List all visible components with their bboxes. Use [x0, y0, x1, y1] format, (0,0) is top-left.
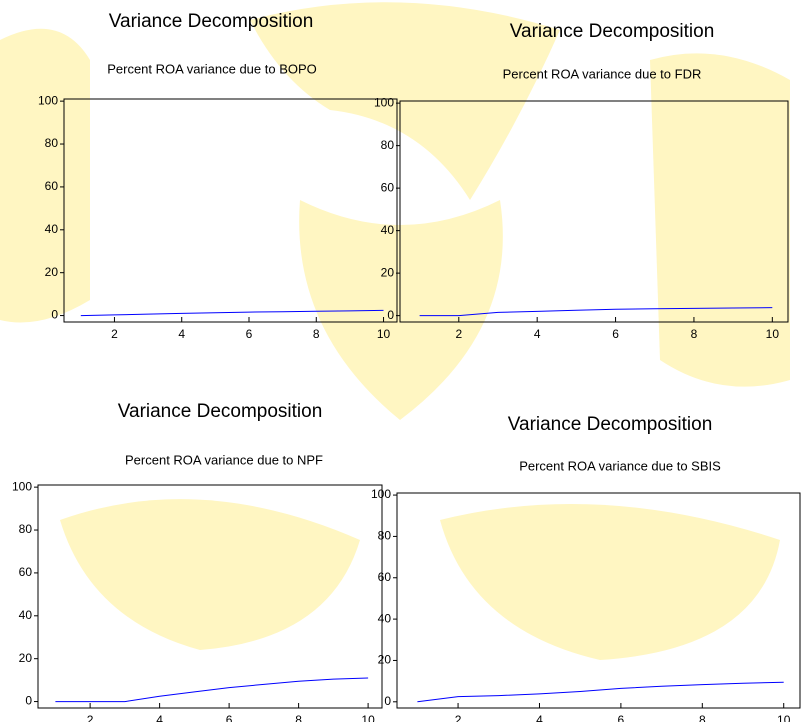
x-tick-label: 6 [618, 713, 625, 722]
y-tick-label: 20 [45, 265, 59, 279]
y-tick-label: 60 [19, 565, 33, 579]
x-tick-label: 10 [377, 327, 391, 341]
x-tick-label: 4 [156, 713, 163, 722]
y-tick-label: 80 [19, 522, 33, 536]
y-tick-label: 0 [384, 694, 391, 708]
x-tick-label: 2 [111, 327, 118, 341]
x-tick-label: 8 [313, 327, 320, 341]
x-tick-label: 2 [455, 713, 462, 722]
data-line [55, 677, 369, 703]
chart-subtitle: Percent ROA variance due to FDR [503, 66, 702, 81]
data-line [419, 307, 773, 317]
x-tick-label: 8 [691, 327, 698, 341]
y-tick-label: 100 [38, 93, 58, 107]
x-tick-label: 6 [226, 713, 233, 722]
x-tick-label: 2 [455, 327, 462, 341]
data-line [80, 309, 384, 317]
y-tick-label: 80 [45, 136, 59, 150]
data-line [417, 681, 784, 703]
y-tick-label: 60 [45, 179, 59, 193]
x-tick-label: 4 [178, 327, 185, 341]
chart-title: Variance Decomposition [109, 11, 314, 32]
x-tick-label: 6 [612, 327, 619, 341]
y-tick-label: 80 [381, 138, 395, 152]
y-tick-label: 40 [45, 222, 59, 236]
plot-frame [396, 492, 801, 709]
y-tick-label: 100 [371, 487, 391, 501]
plot-frame [399, 100, 789, 323]
x-tick-label: 10 [361, 713, 375, 722]
y-tick-label: 20 [378, 653, 392, 667]
y-tick-label: 40 [19, 608, 33, 622]
y-tick-label: 40 [378, 611, 392, 625]
watermark [0, 2, 790, 660]
x-tick-label: 8 [699, 713, 706, 722]
plot-frame [63, 98, 398, 323]
y-tick-label: 80 [378, 529, 392, 543]
y-tick-label: 40 [381, 223, 395, 237]
y-tick-label: 100 [374, 95, 394, 109]
x-tick-label: 2 [87, 713, 94, 722]
y-tick-label: 20 [381, 265, 395, 279]
y-tick-label: 20 [19, 651, 33, 665]
chart: Variance Decomposition Percent ROA varian… [374, 21, 789, 341]
x-tick-label: 8 [295, 713, 302, 722]
x-tick-label: 4 [534, 327, 541, 341]
y-tick-label: 60 [381, 180, 395, 194]
chart-title: Variance Decomposition [510, 21, 715, 42]
chart: Variance Decomposition Percent ROA varian… [38, 11, 398, 341]
plot-frame [37, 484, 383, 709]
y-tick-label: 0 [51, 308, 58, 322]
chart-subtitle: Percent ROA variance due to NPF [125, 452, 323, 467]
x-tick-label: 10 [766, 327, 780, 341]
chart-title: Variance Decomposition [118, 401, 323, 422]
chart: Variance Decomposition Percent ROA varian… [12, 401, 383, 722]
y-tick-label: 100 [12, 479, 32, 493]
y-tick-label: 0 [387, 308, 394, 322]
chart: Variance Decomposition Percent ROA varian… [371, 414, 801, 722]
x-tick-label: 6 [246, 327, 253, 341]
x-tick-label: 4 [536, 713, 543, 722]
chart-subtitle: Percent ROA variance due to BOPO [107, 61, 317, 76]
y-tick-label: 60 [378, 570, 392, 584]
x-tick-label: 10 [777, 713, 791, 722]
chart-subtitle: Percent ROA variance due to SBIS [519, 458, 721, 473]
y-tick-label: 0 [25, 694, 32, 708]
chart-title: Variance Decomposition [508, 414, 713, 435]
